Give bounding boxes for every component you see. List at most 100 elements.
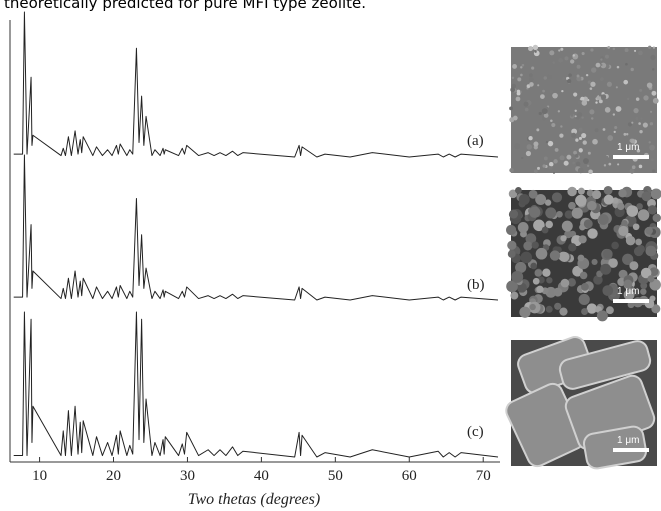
sem-texture (622, 253, 634, 265)
series-label: (a) (467, 133, 484, 149)
sem-texture (587, 80, 592, 84)
sem-texture (627, 97, 630, 101)
sem-texture (547, 140, 554, 147)
sem-texture (638, 122, 641, 125)
sem-texture (559, 251, 570, 262)
sem-texture (535, 247, 548, 260)
sem-texture (515, 96, 521, 102)
sem-texture (533, 141, 539, 147)
sem-texture (515, 261, 527, 274)
xrd-trace (13, 154, 499, 301)
sem-texture (606, 81, 613, 87)
sem-texture (602, 128, 606, 131)
sem-texture (560, 125, 563, 128)
sem-texture (559, 307, 568, 316)
sem-texture (553, 159, 558, 164)
sem-texture (520, 73, 523, 77)
sem-texture (586, 303, 598, 314)
sem-texture (589, 109, 595, 115)
sem-texture (552, 61, 556, 64)
sem-texture (582, 140, 587, 145)
sem-texture (593, 275, 603, 285)
sem-texture (505, 224, 517, 236)
sem-texture (637, 209, 650, 221)
x-tick-label: 20 (106, 468, 121, 484)
sem-texture (521, 63, 525, 67)
sem-texture (540, 94, 545, 99)
sem-texture (600, 62, 607, 69)
sem-texture (647, 275, 655, 283)
scale-label: 1 μm (617, 286, 639, 297)
sem-texture (578, 148, 583, 153)
sem-texture (512, 64, 517, 69)
sem-texture (532, 44, 539, 51)
sem-texture (578, 136, 582, 140)
sem-texture (580, 96, 585, 101)
sem-texture (525, 150, 532, 157)
sem-texture (517, 222, 529, 233)
sem-texture (577, 187, 585, 195)
sem-texture (640, 267, 652, 279)
sem-texture (645, 226, 653, 235)
sem-texture (617, 163, 620, 166)
sem-texture (511, 270, 524, 283)
sem-texture (648, 141, 651, 144)
sem-texture (603, 194, 614, 205)
sem-texture (605, 46, 608, 50)
sem-texture (633, 289, 640, 296)
sem-texture (548, 161, 554, 167)
sem-texture (509, 117, 515, 123)
sem-texture (651, 304, 661, 314)
sem-texture (560, 278, 570, 288)
sem-texture (581, 132, 587, 139)
sem-texture (556, 210, 563, 218)
sem-texture (624, 48, 629, 53)
sem-texture (585, 73, 589, 77)
sem-texture (520, 66, 523, 69)
sem-texture (530, 262, 538, 270)
sem-texture (531, 241, 539, 249)
sem-texture (509, 209, 519, 219)
sem-image: 1 μm (509, 44, 659, 175)
sem-texture (621, 137, 627, 143)
series-label: (b) (467, 277, 485, 293)
sem-texture (548, 166, 553, 170)
sem-texture (576, 74, 580, 78)
sem-texture (541, 226, 549, 234)
sem-texture (625, 235, 636, 246)
sem-texture (528, 46, 534, 52)
sem-texture (649, 144, 655, 151)
sem-texture (588, 169, 593, 175)
sem-texture (510, 87, 516, 93)
sem-texture (625, 62, 628, 66)
sem-texture (626, 205, 639, 217)
sem-texture (520, 251, 533, 264)
sem-texture (554, 148, 559, 152)
sem-texture (633, 246, 644, 257)
sem-texture (564, 230, 573, 239)
sem-texture (650, 188, 661, 200)
sem-texture (506, 280, 518, 293)
sem-texture (562, 77, 566, 81)
sem-texture (528, 73, 533, 78)
sem-texture (543, 156, 548, 161)
sem-texture (616, 65, 620, 69)
sem-texture (600, 63, 603, 67)
sem-texture (645, 245, 657, 257)
sem-texture (575, 138, 579, 142)
sem-texture (643, 95, 649, 101)
sem-image: 1 μm (505, 336, 657, 470)
sem-texture (522, 71, 528, 77)
sem-texture (529, 303, 536, 311)
sem-texture (564, 210, 574, 219)
sem-texture (519, 306, 531, 318)
sem-texture (528, 77, 534, 82)
sem-texture (549, 89, 553, 94)
sem-texture (507, 250, 516, 258)
sem-texture (581, 308, 589, 315)
sem-texture (648, 45, 652, 49)
sem-texture (595, 62, 601, 68)
sem-texture (554, 302, 562, 310)
sem-texture (577, 112, 583, 117)
sem-texture (559, 155, 565, 161)
